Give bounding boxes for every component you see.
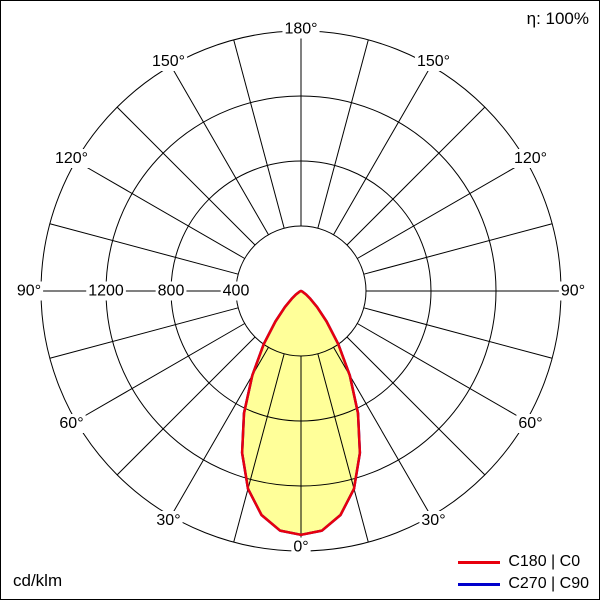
grid-spoke [357,160,527,259]
legend-item-c270-c90: C270 | C90 [458,575,589,593]
unit-label: cd/klm [13,571,63,590]
label-background [155,281,187,301]
grid-spoke [75,323,245,422]
legend-label-c180-c0: C180 | C0 [508,553,581,570]
grid-spoke [75,160,245,259]
label-background [149,52,188,72]
angle-label: 150° [417,53,450,70]
grid-spoke [357,323,527,422]
angle-label: 180° [284,21,317,38]
grid-spoke [346,106,486,246]
label-background [154,510,183,530]
label-background [14,281,44,301]
grid-spoke [170,65,269,235]
grid-spoke [49,307,239,359]
grid-spoke [363,307,553,359]
grid-spoke [363,223,553,275]
label-background [220,281,252,301]
radial-scale-label: 400 [223,283,250,300]
legend-label-c270-c90: C270 | C90 [508,575,589,592]
grid-spoke [116,106,256,246]
legend-item-c180-c0: C180 | C0 [458,553,589,571]
angle-label: 120° [55,150,88,167]
legend: C180 | C0 C270 | C90 [458,553,589,593]
label-background [511,149,550,168]
angle-label: 150° [152,53,185,70]
grid-spoke [233,39,285,229]
angle-label: 90° [17,283,41,300]
angle-label: 60° [518,415,542,432]
label-background [419,510,448,530]
angle-label: 120° [514,150,547,167]
label-background [558,281,588,301]
grid-spoke [49,223,239,275]
legend-line-c180-c0 [458,560,501,564]
label-background [57,414,86,433]
grid-spoke [317,353,369,543]
angle-label: 30° [156,512,180,529]
radial-scale-label: 800 [158,283,185,300]
angle-label: 0° [293,539,308,556]
efficiency-label: η: 100% [526,9,589,28]
label-background [291,537,311,557]
curve-c180-c0 [240,289,362,537]
grid-spoke [116,336,256,476]
grid-spoke [233,353,285,543]
angle-label: 30° [421,512,445,529]
legend-line-c270-c90 [458,582,501,586]
angle-label: 90° [561,283,585,300]
angle-label: 60° [59,415,83,432]
label-background [282,19,320,39]
radial-scale-label: 1200 [88,283,124,300]
label-background [414,52,453,72]
label-background [52,149,91,168]
label-background [86,281,126,301]
label-background [516,414,545,433]
grid-spoke [346,336,486,476]
grid-spoke [317,39,369,229]
grid-spoke [333,65,432,235]
